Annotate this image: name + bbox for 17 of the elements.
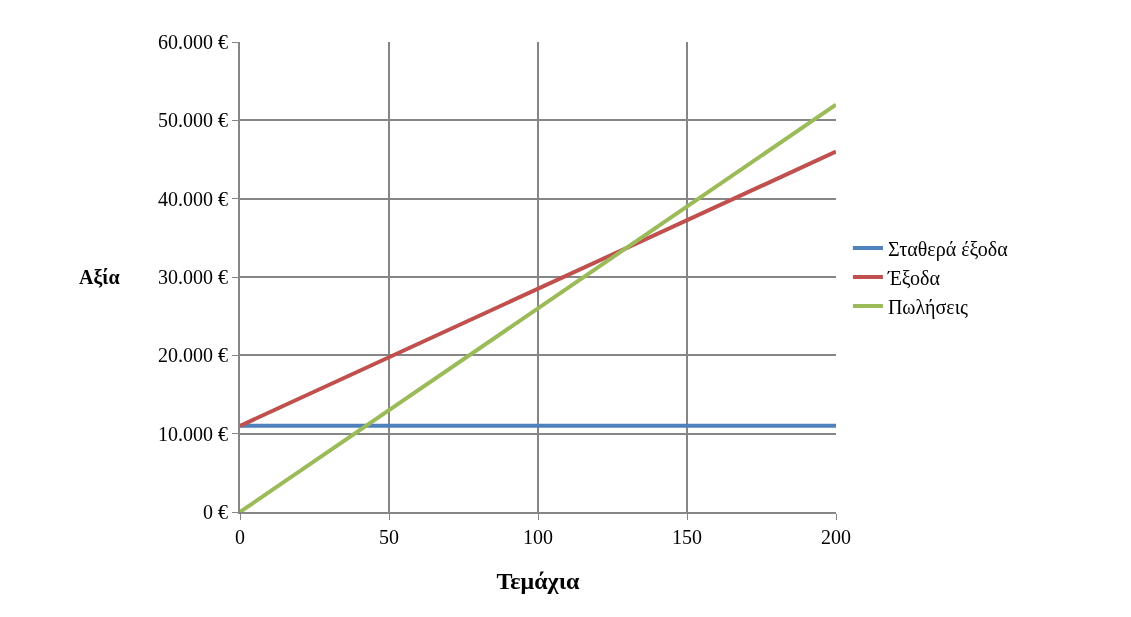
x-axis-title: Τεμάχια [496, 567, 581, 594]
legend-label: Σταθερά έξοδα [887, 237, 1009, 261]
x-tick-label: 200 [821, 526, 851, 548]
y-tick-label: 50.000 € [158, 109, 228, 132]
y-tick-label: 30.000 € [158, 266, 228, 288]
x-tick-label: 150 [672, 526, 702, 548]
y-tick-label: 0 € [203, 501, 228, 523]
x-tick-label: 0 [235, 526, 245, 548]
y-tick-label: 20.000 € [158, 344, 228, 367]
y-tick-label: 10.000 € [158, 422, 228, 445]
x-tick-label: 100 [523, 526, 553, 548]
y-tick-label: 60.000 € [158, 31, 228, 53]
y-axis-title: Αξία [79, 266, 120, 288]
legend-label: Πωλήσεις [887, 295, 969, 319]
x-tick-label: 50 [379, 526, 399, 548]
legend-label: Έξοδα [886, 266, 941, 289]
y-tick-label: 40.000 € [158, 187, 228, 210]
